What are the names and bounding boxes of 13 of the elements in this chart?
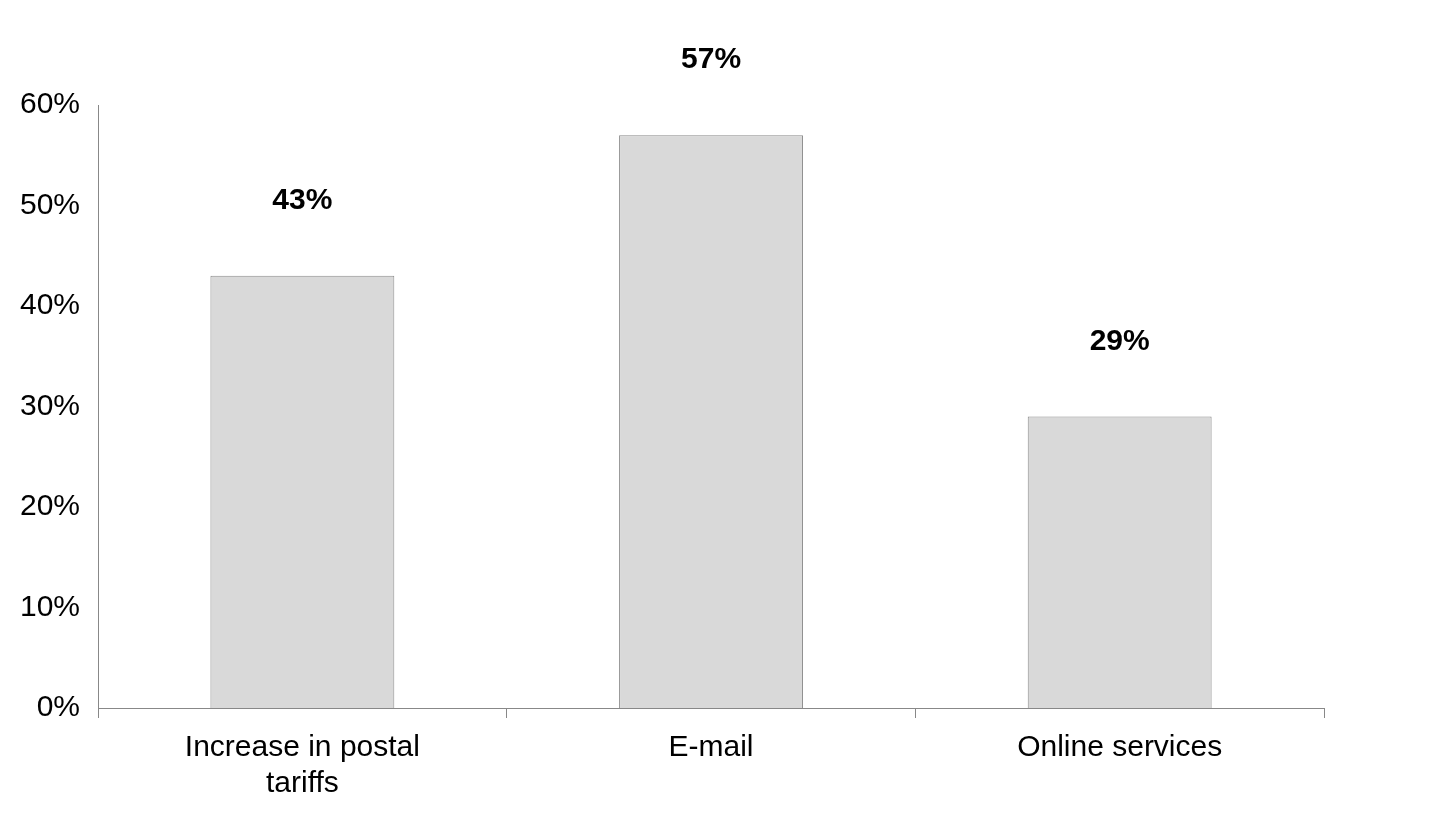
data-label: 29% — [1089, 322, 1150, 356]
y-tick-label: 0% — [36, 689, 81, 723]
data-label: 57% — [681, 41, 742, 75]
data-label: 43% — [272, 182, 333, 216]
y-tick-label: 40% — [20, 287, 81, 321]
y-tick-label: 20% — [20, 488, 81, 522]
x-tick-label: E-mail — [668, 729, 754, 763]
x-tick-label: Increase in postal tariffs — [184, 729, 420, 799]
y-tick-label: 60% — [20, 86, 81, 120]
x-tick-label: Online services — [1017, 729, 1223, 763]
y-tick-label: 10% — [20, 588, 81, 622]
y-tick-label: 30% — [20, 387, 81, 421]
y-tick-label: 50% — [20, 186, 81, 220]
